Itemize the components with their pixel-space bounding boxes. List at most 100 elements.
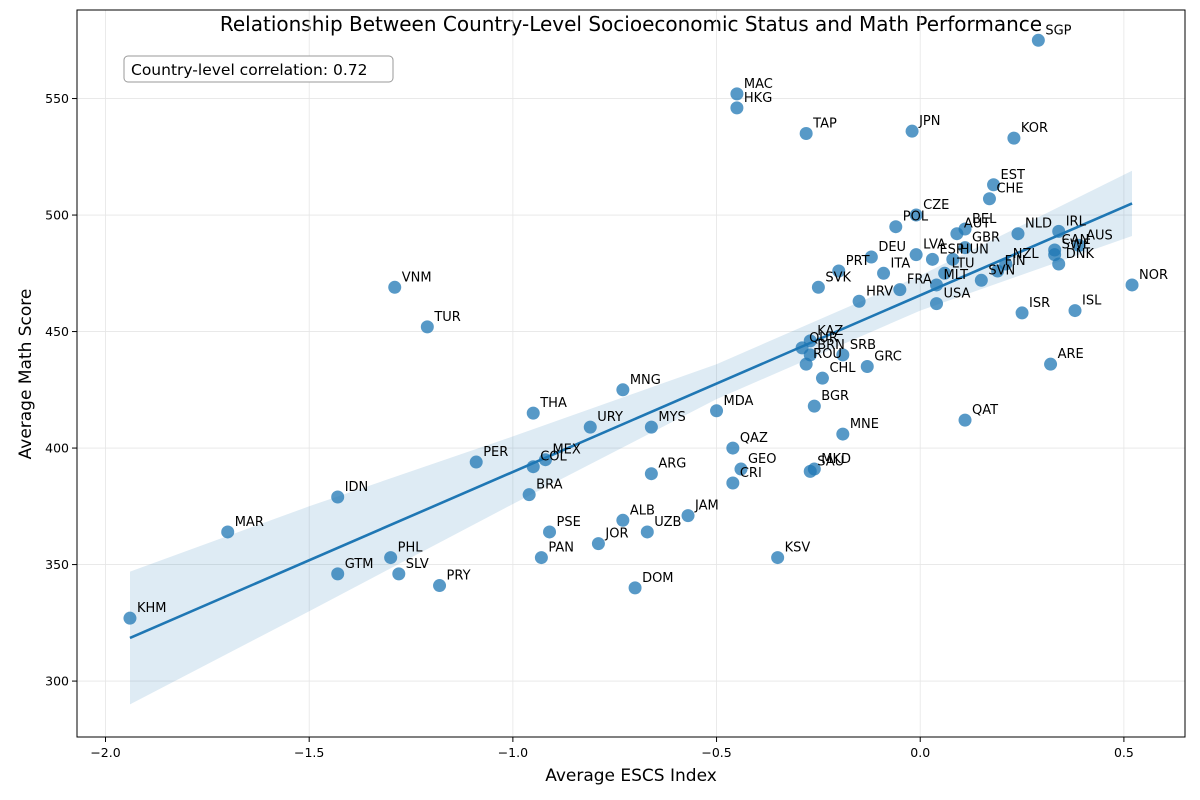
data-point-est[interactable] <box>987 178 1001 192</box>
point-label-sau: SAU <box>817 454 844 469</box>
data-point-jor[interactable] <box>591 537 605 551</box>
data-point-esp[interactable] <box>925 252 939 266</box>
data-point-rou[interactable] <box>799 357 813 371</box>
x-tick-label: 0.0 <box>910 745 930 760</box>
point-label-nor: NOR <box>1139 268 1168 283</box>
data-point-aus[interactable] <box>1072 238 1086 252</box>
chart-title: Relationship Between Country-Level Socio… <box>220 12 1042 36</box>
data-point-pse[interactable] <box>543 525 557 539</box>
data-point-che[interactable] <box>982 192 996 206</box>
data-point-svn[interactable] <box>974 273 988 287</box>
data-point-hrv[interactable] <box>852 294 866 308</box>
data-point-mys[interactable] <box>644 420 658 434</box>
data-point-gbr[interactable] <box>958 241 972 255</box>
point-label-nld: NLD <box>1025 217 1052 232</box>
data-point-chl[interactable] <box>815 371 829 385</box>
data-point-isr[interactable] <box>1015 306 1029 320</box>
point-label-aus: AUS <box>1086 228 1113 243</box>
data-point-lva[interactable] <box>909 248 923 262</box>
data-point-tap[interactable] <box>799 126 813 140</box>
data-point-gtm[interactable] <box>331 567 345 581</box>
data-point-isl[interactable] <box>1068 304 1082 318</box>
data-point-pry[interactable] <box>433 579 447 593</box>
data-point-mda[interactable] <box>710 404 724 418</box>
point-label-col: COL <box>540 450 567 465</box>
point-label-cze: CZE <box>923 198 949 213</box>
data-point-phl[interactable] <box>384 551 398 565</box>
data-point-mng[interactable] <box>616 383 630 397</box>
data-point-qat[interactable] <box>958 413 972 427</box>
data-point-fin[interactable] <box>991 264 1005 278</box>
data-point-mex[interactable] <box>538 453 552 467</box>
data-point-bel[interactable] <box>958 222 972 236</box>
data-point-ury[interactable] <box>583 420 597 434</box>
data-point-tur[interactable] <box>420 320 434 334</box>
data-point-pol[interactable] <box>889 220 903 234</box>
point-label-kor: KOR <box>1021 121 1048 136</box>
confidence-band <box>130 170 1132 705</box>
data-point-arg[interactable] <box>644 467 658 481</box>
data-point-irl[interactable] <box>1052 224 1066 238</box>
data-point-geo[interactable] <box>734 462 748 476</box>
data-point-ksv[interactable] <box>771 551 785 565</box>
data-point-mlt[interactable] <box>930 278 944 292</box>
data-point-fra[interactable] <box>893 283 907 297</box>
data-point-tha[interactable] <box>526 406 540 420</box>
data-point-cri[interactable] <box>726 476 740 490</box>
data-point-idn[interactable] <box>331 490 345 504</box>
data-point-sgp[interactable] <box>1031 33 1045 47</box>
point-label-per: PER <box>483 445 508 460</box>
point-label-hun: HUN <box>960 242 989 257</box>
data-point-dom[interactable] <box>628 581 642 595</box>
data-point-are[interactable] <box>1044 357 1058 371</box>
point-label-mng: MNG <box>630 373 661 388</box>
point-label-bgr: BGR <box>821 389 849 404</box>
data-point-prt[interactable] <box>832 264 846 278</box>
data-point-usa[interactable] <box>930 297 944 311</box>
data-point-alb[interactable] <box>616 513 630 527</box>
point-label-are: ARE <box>1058 347 1084 362</box>
point-label-kaz: KAZ <box>817 324 843 339</box>
data-point-khm[interactable] <box>123 611 137 625</box>
data-point-kor[interactable] <box>1007 131 1021 145</box>
data-point-per[interactable] <box>469 455 483 469</box>
data-point-uzb[interactable] <box>640 525 654 539</box>
data-point-hkg[interactable] <box>730 101 744 115</box>
data-point-grc[interactable] <box>860 360 874 374</box>
point-label-che: CHE <box>996 182 1023 197</box>
data-point-pan[interactable] <box>534 551 548 565</box>
point-label-gbr: GBR <box>972 231 1000 246</box>
data-point-svk[interactable] <box>811 280 825 294</box>
data-point-nld[interactable] <box>1011 227 1025 241</box>
data-point-slv[interactable] <box>392 567 406 581</box>
data-point-jpn[interactable] <box>905 124 919 138</box>
point-label-vnm: VNM <box>402 270 432 285</box>
point-label-tur: TUR <box>433 310 461 325</box>
data-point-srb[interactable] <box>836 348 850 362</box>
data-point-bra[interactable] <box>522 488 536 502</box>
data-point-cze[interactable] <box>909 208 923 222</box>
data-point-nor[interactable] <box>1125 278 1139 292</box>
data-point-vnm[interactable] <box>388 280 402 294</box>
data-point-ltu[interactable] <box>938 266 952 280</box>
point-label-lva: LVA <box>923 238 946 253</box>
point-label-grc: GRC <box>874 350 902 365</box>
data-point-mar[interactable] <box>221 525 235 539</box>
x-tick-label: −2.0 <box>90 745 120 760</box>
data-point-dnk[interactable] <box>1052 257 1066 271</box>
point-label-pan: PAN <box>548 541 574 556</box>
point-label-srb: SRB <box>850 338 876 353</box>
data-point-ita[interactable] <box>877 266 891 280</box>
data-point-bgr[interactable] <box>807 399 821 413</box>
data-point-qaz[interactable] <box>726 441 740 455</box>
data-point-jam[interactable] <box>681 509 695 523</box>
point-label-ksv: KSV <box>785 541 811 556</box>
data-point-hun[interactable] <box>946 252 960 266</box>
data-point-mac[interactable] <box>730 87 744 101</box>
data-point-deu[interactable] <box>864 250 878 264</box>
point-label-swe: SWE <box>1062 238 1091 253</box>
data-point-sau[interactable] <box>803 464 817 478</box>
data-point-col[interactable] <box>526 460 540 474</box>
data-point-mne[interactable] <box>836 427 850 441</box>
